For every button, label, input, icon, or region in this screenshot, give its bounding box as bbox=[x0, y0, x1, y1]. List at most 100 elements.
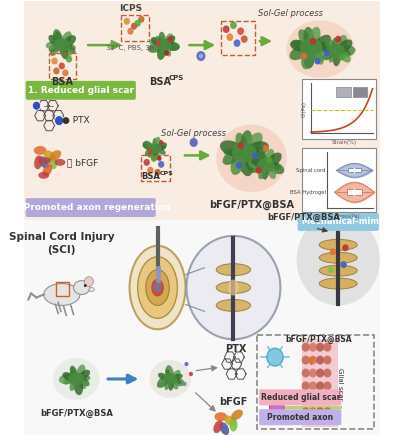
Ellipse shape bbox=[236, 133, 247, 153]
Ellipse shape bbox=[63, 378, 72, 385]
Ellipse shape bbox=[74, 281, 90, 294]
Ellipse shape bbox=[50, 150, 61, 160]
Ellipse shape bbox=[155, 142, 167, 151]
Circle shape bbox=[309, 395, 317, 403]
Ellipse shape bbox=[144, 141, 154, 150]
Ellipse shape bbox=[238, 149, 253, 176]
Ellipse shape bbox=[173, 374, 183, 380]
Circle shape bbox=[323, 368, 331, 378]
Ellipse shape bbox=[148, 150, 153, 158]
Text: bFGF/PTX@BSA: bFGF/PTX@BSA bbox=[268, 213, 340, 222]
Ellipse shape bbox=[319, 265, 357, 276]
Ellipse shape bbox=[301, 44, 316, 69]
Ellipse shape bbox=[257, 158, 275, 173]
Circle shape bbox=[316, 356, 324, 364]
Text: Spinal Cord Injury
(SCI): Spinal Cord Injury (SCI) bbox=[9, 232, 115, 255]
Ellipse shape bbox=[228, 279, 239, 296]
Bar bbox=[141, 155, 170, 181]
Ellipse shape bbox=[312, 47, 324, 65]
Ellipse shape bbox=[143, 141, 154, 151]
Ellipse shape bbox=[55, 31, 62, 45]
Circle shape bbox=[266, 157, 273, 164]
Ellipse shape bbox=[158, 145, 166, 150]
Ellipse shape bbox=[165, 46, 171, 57]
Text: Glial scar: Glial scar bbox=[337, 368, 343, 400]
Ellipse shape bbox=[165, 369, 170, 378]
Ellipse shape bbox=[249, 162, 264, 173]
Text: 3. Mechanical-mimic: 3. Mechanical-mimic bbox=[290, 218, 387, 226]
Bar bbox=[348, 189, 362, 195]
Circle shape bbox=[328, 266, 334, 273]
Ellipse shape bbox=[321, 45, 333, 53]
Ellipse shape bbox=[68, 372, 84, 385]
Ellipse shape bbox=[65, 45, 76, 54]
Circle shape bbox=[316, 368, 324, 378]
Ellipse shape bbox=[333, 51, 341, 66]
Ellipse shape bbox=[251, 158, 263, 167]
Ellipse shape bbox=[262, 166, 269, 180]
Ellipse shape bbox=[213, 420, 223, 433]
Ellipse shape bbox=[59, 374, 76, 384]
Circle shape bbox=[138, 16, 145, 23]
Ellipse shape bbox=[324, 37, 336, 53]
Circle shape bbox=[323, 50, 330, 57]
FancyBboxPatch shape bbox=[297, 213, 379, 231]
Circle shape bbox=[302, 343, 310, 352]
Ellipse shape bbox=[151, 279, 164, 296]
Bar bbox=[221, 21, 255, 55]
Ellipse shape bbox=[320, 46, 333, 54]
Ellipse shape bbox=[50, 45, 59, 56]
Circle shape bbox=[196, 51, 205, 61]
Ellipse shape bbox=[224, 148, 238, 157]
Text: bFGF: bFGF bbox=[219, 397, 247, 407]
Ellipse shape bbox=[332, 37, 338, 49]
Circle shape bbox=[263, 145, 269, 152]
Circle shape bbox=[143, 159, 150, 166]
Ellipse shape bbox=[53, 38, 70, 52]
Ellipse shape bbox=[303, 45, 315, 68]
Circle shape bbox=[184, 362, 188, 366]
Circle shape bbox=[51, 58, 58, 65]
Text: Sol-Gel process: Sol-Gel process bbox=[258, 9, 323, 18]
Circle shape bbox=[309, 368, 317, 378]
Ellipse shape bbox=[290, 40, 308, 51]
Ellipse shape bbox=[34, 156, 43, 169]
Bar bbox=[121, 15, 149, 41]
Ellipse shape bbox=[267, 164, 276, 179]
Ellipse shape bbox=[245, 133, 263, 156]
Circle shape bbox=[237, 27, 244, 35]
Ellipse shape bbox=[157, 44, 166, 60]
Text: BSA: BSA bbox=[51, 77, 73, 87]
Ellipse shape bbox=[164, 380, 170, 390]
Ellipse shape bbox=[232, 143, 256, 162]
Circle shape bbox=[54, 116, 63, 126]
Text: Strain(%): Strain(%) bbox=[331, 140, 356, 146]
Ellipse shape bbox=[214, 412, 227, 421]
Circle shape bbox=[53, 68, 59, 75]
Ellipse shape bbox=[158, 373, 168, 380]
Circle shape bbox=[190, 138, 198, 147]
Ellipse shape bbox=[338, 50, 351, 62]
Text: ICPS: ICPS bbox=[119, 4, 142, 14]
Ellipse shape bbox=[290, 45, 309, 60]
Circle shape bbox=[84, 276, 93, 286]
Ellipse shape bbox=[157, 148, 166, 155]
Circle shape bbox=[66, 55, 72, 62]
Circle shape bbox=[316, 343, 324, 352]
Circle shape bbox=[84, 284, 87, 287]
Circle shape bbox=[309, 382, 317, 390]
Ellipse shape bbox=[229, 418, 238, 432]
Circle shape bbox=[330, 249, 336, 255]
Ellipse shape bbox=[39, 156, 49, 168]
Ellipse shape bbox=[265, 149, 275, 167]
Ellipse shape bbox=[323, 50, 334, 60]
Text: G’(Pa): G’(Pa) bbox=[301, 101, 307, 117]
Ellipse shape bbox=[152, 147, 160, 160]
Circle shape bbox=[236, 162, 242, 169]
Ellipse shape bbox=[315, 42, 332, 52]
Ellipse shape bbox=[291, 40, 307, 50]
Ellipse shape bbox=[43, 150, 55, 160]
Ellipse shape bbox=[266, 153, 282, 168]
Circle shape bbox=[339, 54, 345, 61]
Ellipse shape bbox=[223, 150, 241, 165]
